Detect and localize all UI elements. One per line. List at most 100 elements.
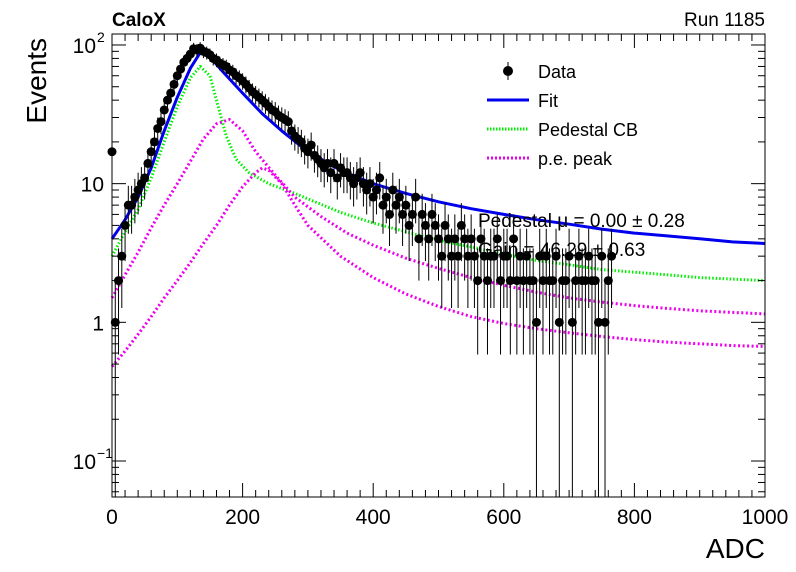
y-tick-label-exponent: 2 <box>97 29 105 45</box>
data-point <box>564 251 574 261</box>
data-point <box>385 209 395 219</box>
series-line-p-e-peak-3 <box>110 118 766 316</box>
data-point <box>492 234 502 244</box>
data-point <box>479 251 489 261</box>
data-point <box>404 220 414 230</box>
data-point <box>574 251 584 261</box>
data-point <box>567 317 577 327</box>
data-point <box>538 276 548 286</box>
data-point <box>528 276 538 286</box>
data-point <box>303 147 313 157</box>
x-tick-label: 800 <box>617 506 652 529</box>
data-points <box>107 42 617 497</box>
data-point <box>469 251 479 261</box>
data-point <box>476 234 486 244</box>
data-point <box>502 251 512 261</box>
data-point <box>522 251 532 261</box>
legend: Data Fit Pedestal CB p.e. peak <box>487 62 638 169</box>
legend-item-data: Data <box>503 62 577 82</box>
x-tick-label: 600 <box>486 506 521 529</box>
data-point <box>531 317 541 327</box>
data-point <box>371 185 381 195</box>
legend-data-label: Data <box>538 62 577 82</box>
data-point <box>607 251 617 261</box>
data-point <box>120 220 130 230</box>
legend-pe-peak-label: p.e. peak <box>538 149 613 169</box>
data-point <box>163 95 173 105</box>
data-point <box>411 192 421 202</box>
annotation-pedestal: Pedestal μ = 0.00 ± 0.28 <box>478 211 685 232</box>
data-point <box>414 234 424 244</box>
data-point <box>149 137 159 147</box>
data-point <box>535 251 545 261</box>
data-point <box>365 179 375 189</box>
data-point <box>326 168 336 178</box>
data-point <box>443 234 453 244</box>
data-point <box>391 200 401 210</box>
data-point <box>355 168 365 178</box>
data-point <box>420 220 430 230</box>
x-tick-label: 0 <box>106 506 118 529</box>
x-tick-label: 1000 <box>742 506 789 529</box>
legend-data-marker <box>503 66 513 76</box>
data-point <box>368 192 378 202</box>
legend-item-pedestal: Pedestal CB <box>487 120 638 140</box>
data-point <box>159 105 169 115</box>
data-point <box>143 158 153 168</box>
data-point <box>453 251 463 261</box>
data-point <box>518 276 528 286</box>
data-point <box>153 123 163 133</box>
data-point <box>551 251 561 261</box>
data-point <box>440 220 450 230</box>
legend-item-pe-peak: p.e. peak <box>487 149 613 169</box>
data-point <box>603 276 613 286</box>
y-tick-label: 10 <box>73 35 96 58</box>
series-line-pedestal-cb-2 <box>110 65 766 283</box>
data-point <box>398 209 408 219</box>
data-point <box>434 234 443 244</box>
data-point <box>407 209 417 219</box>
data-point <box>375 173 385 183</box>
x-tick-label: 200 <box>225 506 260 529</box>
data-point <box>509 234 519 244</box>
data-point <box>332 173 342 183</box>
data-point <box>590 276 600 286</box>
data-point <box>322 158 332 168</box>
data-point <box>172 71 182 81</box>
data-point <box>176 64 186 74</box>
data-point <box>466 234 476 244</box>
experiment-label: CaloX <box>112 10 166 31</box>
data-point <box>447 251 457 261</box>
data-point <box>496 276 506 286</box>
data-point <box>460 234 470 244</box>
data-point <box>166 88 176 98</box>
data-point <box>140 173 150 183</box>
data-point <box>561 276 571 286</box>
data-point <box>541 251 551 261</box>
data-point <box>169 79 179 89</box>
data-point <box>597 251 607 261</box>
data-point <box>489 251 499 261</box>
data-point <box>548 276 558 286</box>
data-point <box>473 276 483 286</box>
legend-fit-label: Fit <box>538 91 558 111</box>
run-label: Run 1185 <box>684 10 765 31</box>
data-point <box>424 234 434 244</box>
data-point <box>515 251 525 261</box>
data-point <box>378 200 388 210</box>
y-tick-label: 1 <box>92 312 104 335</box>
data-point <box>456 220 466 230</box>
data-point <box>512 276 522 286</box>
data-point <box>146 147 156 157</box>
data-point <box>571 276 581 286</box>
data-point <box>482 276 492 286</box>
data-point <box>283 117 293 127</box>
data-point <box>600 317 610 327</box>
y-tick-label: 10 <box>81 174 104 197</box>
data-point <box>437 251 447 261</box>
legend-item-fit: Fit <box>487 91 558 111</box>
data-point <box>117 251 127 261</box>
